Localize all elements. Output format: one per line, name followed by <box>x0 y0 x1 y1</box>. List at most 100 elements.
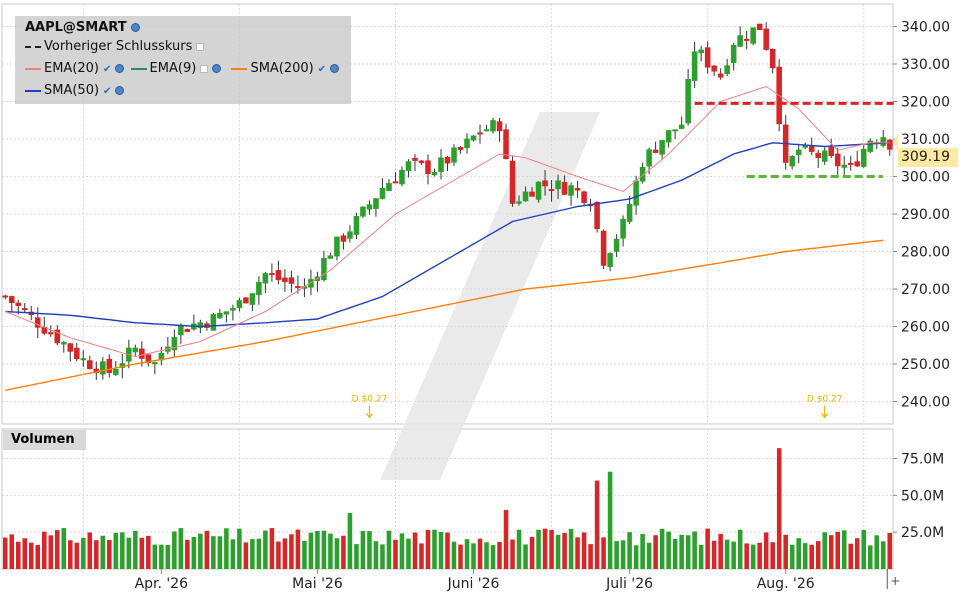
candle-down <box>574 187 581 191</box>
candle-up <box>646 149 652 167</box>
volume-bar-up <box>133 530 138 569</box>
candle-up <box>789 156 795 167</box>
check-icon[interactable]: ✔ <box>103 64 112 75</box>
candle-down <box>756 23 763 31</box>
volume-bar-down <box>185 539 190 569</box>
price-tick-label: 300.00 <box>901 170 950 186</box>
candle-up <box>178 325 184 336</box>
candle-down <box>425 160 431 175</box>
volume-bar-up <box>568 528 574 569</box>
globe-icon[interactable] <box>115 64 125 73</box>
volume-bar-up <box>334 538 340 569</box>
volume-bar-up <box>321 530 327 569</box>
price-tick-label: 310.00 <box>901 132 950 148</box>
price-tick-label: 330.00 <box>901 57 950 73</box>
candle-up <box>483 129 490 132</box>
volume-bar-down <box>425 529 431 569</box>
candle-down <box>652 149 659 153</box>
volume-bar-up <box>224 528 229 569</box>
volume-bar-down <box>848 543 854 569</box>
volume-bar-up <box>692 531 697 569</box>
volume-bar-up <box>666 531 671 569</box>
globe-icon[interactable] <box>115 86 125 95</box>
globe-icon[interactable] <box>330 64 340 73</box>
legend-ema20[interactable]: EMA(20) <box>44 61 100 76</box>
volume-bar-down <box>295 529 301 569</box>
volume-bar-up <box>724 539 730 569</box>
time-axis-label: Juni '26 <box>447 576 500 592</box>
candle-up <box>431 171 438 176</box>
candle-down <box>886 139 893 150</box>
candle-up <box>197 322 204 328</box>
legend-prev-close: Vorheriger Schlusskurs <box>44 39 193 54</box>
volume-bar-up <box>217 536 223 569</box>
volume-bar-up <box>685 535 691 569</box>
globe-icon[interactable] <box>130 23 140 32</box>
time-axis-label: Apr. '26 <box>135 576 189 592</box>
legend-sma200[interactable]: SMA(200) <box>250 61 314 76</box>
candle-down <box>509 160 516 204</box>
dividend-arrow-icon <box>365 405 373 419</box>
check-icon[interactable]: ✔ <box>103 86 112 97</box>
legend-ma-row: EMA(20) ✔ EMA(9) SMA(200) ✔ <box>25 60 340 78</box>
checkbox-icon[interactable] <box>200 64 209 73</box>
last-price-tag: 309.19 <box>898 148 958 167</box>
volume-bar-up <box>607 471 613 569</box>
legend-prev-close-row[interactable]: Vorheriger Schlusskurs <box>25 38 205 56</box>
volume-bar-down <box>757 542 762 569</box>
candle-down <box>769 49 776 69</box>
volume-bar-down <box>341 535 346 569</box>
candle-down <box>392 181 399 184</box>
volume-bar-up <box>640 534 645 569</box>
globe-icon[interactable] <box>212 64 222 73</box>
candle-up <box>737 35 743 47</box>
candle-up <box>321 257 327 281</box>
volume-bar-down <box>711 540 717 569</box>
volume-bar-down <box>2 537 8 569</box>
candle-up <box>236 300 243 308</box>
volume-bar-up <box>328 533 333 569</box>
candle-down <box>704 47 711 68</box>
candle-up <box>217 312 223 319</box>
dividend-label: D $0.27 <box>352 395 388 405</box>
candle-down <box>275 270 282 281</box>
candle-up <box>620 218 626 239</box>
check-icon[interactable]: ✔ <box>317 64 327 75</box>
legend-symbol[interactable]: AAPL@SMART <box>25 20 127 35</box>
volume-bar-up <box>451 541 457 569</box>
candle-up <box>373 198 379 209</box>
volume-tick-label: 75.0M <box>901 451 944 467</box>
legend-sma50[interactable]: SMA(50) <box>44 83 100 98</box>
candle-down <box>581 191 587 204</box>
volume-bar-up <box>126 537 132 569</box>
volume-bar-up <box>165 544 171 569</box>
volume-bar-up <box>536 529 541 569</box>
candle-down <box>418 160 425 164</box>
checkbox-icon[interactable] <box>196 42 205 51</box>
legend-ema9[interactable]: EMA(9) <box>149 61 197 76</box>
candle-down <box>2 295 9 298</box>
price-tick-label: 240.00 <box>901 395 950 411</box>
volume-bar-up <box>406 538 411 569</box>
candle-up <box>880 137 887 146</box>
volume-bar-down <box>763 532 769 569</box>
candle-up <box>327 255 334 259</box>
candle-up <box>678 124 685 129</box>
candle-up <box>724 65 730 74</box>
candle-up <box>438 157 444 172</box>
volume-bar-down <box>458 544 463 569</box>
candle-up <box>379 187 386 199</box>
legend-symbol-row[interactable]: AAPL@SMART <box>25 19 140 37</box>
volume-bar-down <box>854 538 860 569</box>
volume-bar-up <box>659 528 665 569</box>
candle-up <box>470 135 477 141</box>
price-tick-label: 270.00 <box>901 282 950 298</box>
candle-up <box>347 231 353 239</box>
candle-down <box>106 358 113 373</box>
volume-bar-down <box>419 543 424 569</box>
volume-bar-up <box>464 539 470 569</box>
candle-up <box>223 311 230 315</box>
volume-bar-down <box>562 532 567 569</box>
volume-bar-up <box>679 534 684 569</box>
